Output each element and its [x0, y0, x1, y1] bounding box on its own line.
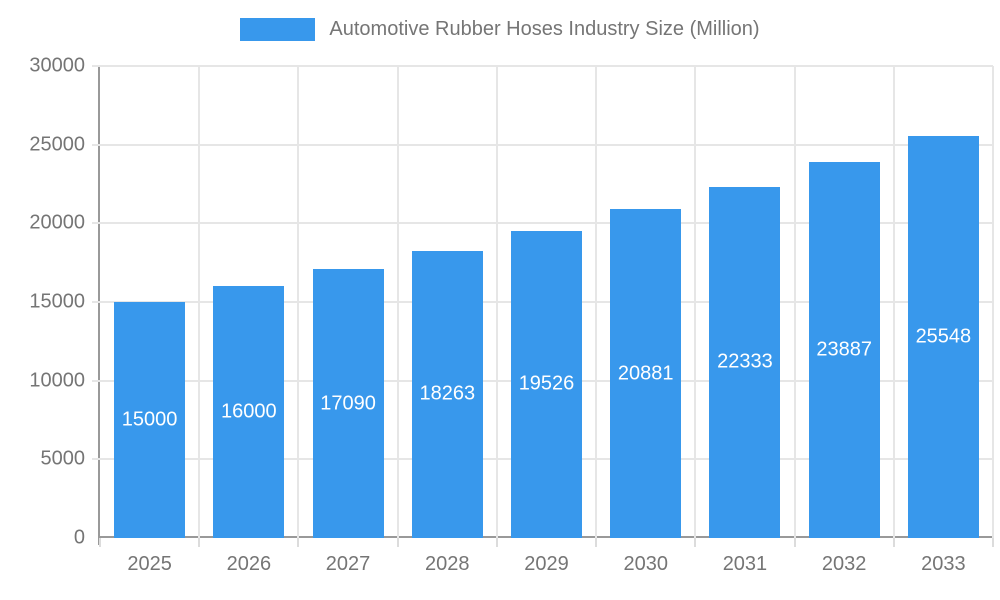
gridline-vertical	[595, 66, 598, 538]
bar-value-label: 18263	[419, 382, 476, 405]
bar[interactable]: 23887	[808, 162, 880, 538]
y-axis-tick-label: 25000	[29, 133, 85, 156]
x-axis-tick	[694, 538, 697, 547]
bar-value-label: 20881	[617, 362, 674, 385]
x-axis-tick	[198, 538, 201, 547]
legend-label: Automotive Rubber Hoses Industry Size (M…	[329, 18, 760, 40]
bar-value-label: 19526	[518, 372, 575, 395]
bar[interactable]: 15000	[114, 302, 186, 538]
x-axis-tick	[992, 538, 994, 547]
gridline-vertical	[992, 66, 994, 538]
bar-value-label: 22333	[717, 350, 773, 373]
bar[interactable]: 22333	[709, 186, 781, 538]
x-axis-tick-label: 2033	[921, 553, 966, 575]
gridline-vertical	[793, 66, 796, 538]
bar[interactable]: 16000	[213, 286, 285, 538]
x-axis-tick	[396, 538, 399, 547]
gridline-vertical	[892, 66, 895, 538]
x-axis-tick	[99, 538, 101, 547]
y-axis-tick-label: 10000	[29, 369, 85, 392]
plot-area: 0 5000 10000 15000 20000 25000 30000 2025 15000 2…	[29, 55, 994, 575]
bar-value-label: 25548	[915, 325, 972, 348]
bar-value-label: 17090	[320, 392, 376, 415]
gridline-vertical	[396, 66, 399, 538]
y-axis-tick-label: 5000	[40, 447, 86, 470]
bar[interactable]: 25548	[907, 136, 979, 538]
x-axis-tick	[793, 538, 796, 547]
x-axis-tick-label: 2029	[524, 553, 569, 575]
x-axis-tick-label: 2026	[226, 553, 272, 575]
bar-value-label: 23887	[816, 338, 872, 361]
x-axis-tick-label: 2025	[127, 553, 172, 575]
bar-value-label: 15000	[121, 408, 178, 431]
legend-swatch	[240, 18, 316, 41]
x-axis-tick	[495, 538, 498, 547]
gridline-vertical	[297, 66, 300, 538]
y-axis-tick-label: 20000	[29, 211, 85, 234]
bar[interactable]: 17090	[312, 269, 384, 538]
x-axis-tick	[595, 538, 598, 547]
legend-item[interactable]: Automotive Rubber Hoses Industry Size (M…	[0, 18, 1000, 41]
y-axis-line	[98, 66, 100, 545]
gridline-vertical	[495, 66, 498, 538]
gridline-vertical	[694, 66, 697, 538]
gridline-horizontal	[92, 143, 993, 146]
gridline-horizontal	[92, 65, 993, 67]
x-axis-tick-label: 2030	[623, 553, 668, 575]
x-axis-tick-label: 2032	[821, 553, 867, 575]
y-axis-tick-label: 15000	[29, 290, 85, 313]
x-axis-tick-label: 2028	[425, 553, 470, 575]
x-axis-tick	[892, 538, 895, 547]
gridline-horizontal	[92, 222, 993, 225]
x-axis-tick	[297, 538, 300, 547]
x-axis-tick-label: 2031	[722, 553, 768, 575]
x-axis-tick-label: 2027	[325, 553, 371, 575]
y-axis-tick-label: 30000	[29, 54, 85, 77]
bar-value-label: 16000	[221, 400, 277, 423]
y-axis-tick-label: 0	[73, 526, 85, 549]
bar[interactable]: 19526	[511, 230, 582, 538]
bar[interactable]: 18263	[411, 250, 483, 538]
bar[interactable]: 20881	[610, 209, 682, 538]
gridline-vertical	[198, 66, 201, 538]
